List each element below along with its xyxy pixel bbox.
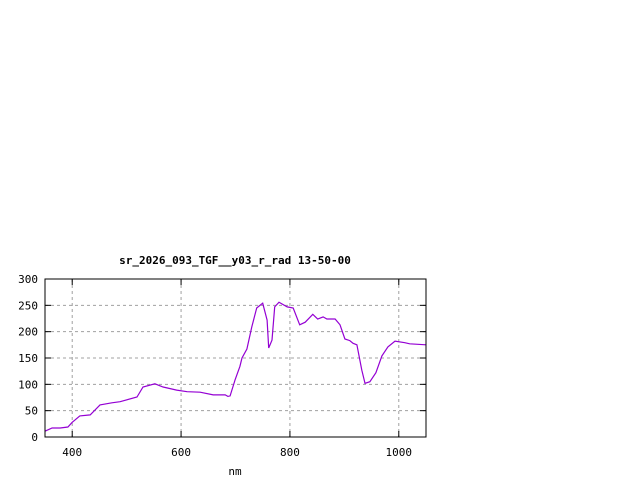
y-tick-label: 200 (18, 326, 38, 339)
x-axis-label: nm (228, 465, 242, 478)
x-tick-label: 400 (62, 446, 82, 459)
x-tick-label: 800 (280, 446, 300, 459)
x-tick-label: 600 (171, 446, 191, 459)
grid (45, 279, 426, 437)
x-tick-label: 1000 (386, 446, 413, 459)
y-tick-label: 50 (25, 405, 38, 418)
y-tick-label: 0 (31, 431, 38, 444)
plot-border (44, 278, 427, 438)
y-tick-label: 300 (18, 273, 38, 286)
y-tick-label: 100 (18, 378, 38, 391)
y-tick-label: 250 (18, 299, 38, 312)
axis-ticks: 400 600 800 1000 0 50 100 150 200 250 300 (18, 273, 426, 459)
y-tick-label: 150 (18, 352, 38, 365)
chart-title: sr_2026_093_TGF__y03_r_rad 13-50-00 (119, 254, 351, 267)
series-line (44, 301, 427, 432)
